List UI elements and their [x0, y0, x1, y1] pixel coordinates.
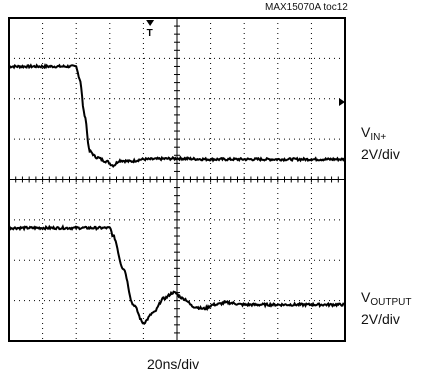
x-axis-label: 20ns/div	[147, 356, 200, 372]
traces	[8, 62, 346, 326]
trace-vin	[8, 62, 346, 168]
vout-scale: 2V/div	[361, 311, 400, 327]
series-label-vout: VOUTPUT 2V/div	[361, 289, 411, 328]
trigger-marker: T	[146, 20, 155, 39]
figure-id: MAX15070A toc12	[265, 2, 348, 13]
series-label-vin: VIN+ 2V/div	[361, 124, 400, 163]
vin-sub: IN+	[370, 132, 387, 143]
vout-main: V	[361, 289, 371, 305]
vin-main: V	[361, 124, 371, 140]
trigger-marker-arrow	[146, 20, 155, 26]
trace-vout	[8, 224, 346, 326]
vin-scale: 2V/div	[361, 146, 400, 162]
vout-sub: OUTPUT	[370, 297, 412, 308]
ground-arrow-icon	[339, 98, 345, 106]
grid	[8, 17, 346, 342]
trigger-marker-label: T	[147, 28, 153, 39]
